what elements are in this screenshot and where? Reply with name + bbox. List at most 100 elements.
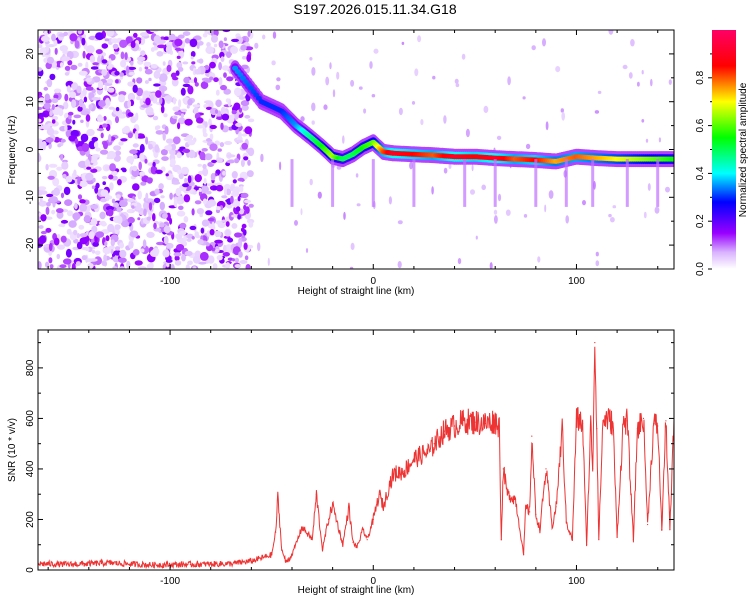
spectrogram-noise-blob [38,91,43,97]
snr-background [38,330,674,570]
spectrogram-noise-blob [244,126,253,135]
spectrogram-noise-blob [45,137,54,143]
spectrogram-noise-blob [206,42,211,48]
spectrogram-noise-blob [114,51,119,55]
spectrogram-noise-blob [65,175,73,183]
spectrogram-noise-blob [238,107,243,113]
spectrogram-noise-blob [64,72,70,76]
spectrogram-noise-blob [204,153,213,161]
spectrogram-noise-blob [127,112,134,117]
spectrogram-noise-blob [114,70,120,76]
spectrogram-noise-blob [130,40,136,49]
spectrogram-noise-blob [493,209,498,215]
spectrogram-noise-blob [560,108,564,113]
spectrogram-noise-blob [115,116,119,124]
spectrogram-noise-blob [193,77,198,84]
ridge-streak [371,159,375,207]
spectrogram-noise-blob [154,144,160,153]
figure-title: S197.2026.015.11.34.G18 [293,1,457,17]
spectrogram-noise-blob [162,249,170,258]
spectrogram-noise-blob [230,195,234,204]
snr-point [342,544,344,546]
spectrogram-noise-blob [177,169,182,175]
spectrogram-noise-blob [57,143,62,148]
spectrogram-noise-blob [105,205,115,211]
spectrogram-noise-blob [81,142,90,152]
spectrogram-noise-blob [176,61,183,69]
spectrogram-noise-blob [373,48,379,54]
spectrogram-noise-blob [88,258,98,262]
spectrogram-noise-blob [388,196,392,205]
snr-point [453,425,456,427]
spectrogram-noise-blob [92,177,96,183]
spectrogram-noise-blob [105,97,110,106]
spectrogram-noise-blob [121,168,127,173]
snr-point [332,503,334,505]
spectrogram-noise-blob [136,96,141,101]
spectrogram-noise-blob [38,106,43,111]
spectrogram-noise-blob [237,177,245,182]
spectrogram-noise-blob [194,200,202,205]
spectrogram-noise-blob [175,70,180,76]
spectrogram-noise-blob [171,78,179,87]
spectrogram-noise-blob [363,108,367,114]
spectrogram-noise-blob [238,96,245,100]
spectrogram-noise-blob [51,209,56,215]
spectrogram-noise-blob [120,138,128,142]
spectrogram-noise-blob [107,87,115,93]
spectrogram-noise-blob [127,66,137,70]
spectrogram-noise-blob [153,222,157,230]
spectrogram-noise-blob [174,255,180,261]
spectrogram-noise-blob [239,260,248,264]
spectrogram-noise-blob [91,185,96,189]
spectrogram-noise-blob [69,33,78,42]
snr-point [275,531,277,533]
snr-point [616,536,618,538]
spectrogram-noise-blob [101,59,108,64]
spectrogram-noise-blob [126,198,135,202]
spectrogram-noise-blob [187,85,194,95]
spectrogram-noise-blob [127,216,135,224]
spectrogram-noise-blob [294,220,298,226]
spectrogram-noise-blob [77,176,81,186]
spectrogram-noise-blob [329,62,332,70]
snr-point [531,435,533,437]
snr-x-tick-label: -100 [160,576,180,587]
spectrogram-noise-blob [90,204,99,210]
spectrogram-noise-blob [234,264,241,268]
spectrogram-noise-blob [177,34,185,39]
spectrogram-noise-blob [267,257,270,266]
spectrogram-noise-blob [88,104,93,111]
spectrogram-noise-blob [196,124,205,129]
spectrogram-noise-blob [215,157,223,163]
spectrogram-noise-blob [369,61,373,69]
spectrogram-noise-blob [72,212,81,221]
spectrogram-noise-blob [356,203,361,207]
spectrogram-noise-blob [79,199,86,204]
snr-point [393,473,395,475]
spectrogram-noise-blob [565,215,569,224]
spectrogram-noise-blob [221,219,227,223]
spectrogram-noise-blob [103,141,108,150]
spectrogram-noise-blob [199,251,209,261]
snr-point [506,493,508,495]
spectrogram-noise-blob [92,241,99,247]
spectrogram-noise-blob [95,32,104,40]
spectrogram-noise-blob [165,266,170,269]
spectrogram-noise-blob [215,220,223,225]
spectrogram-x-tick-label: 0 [370,276,376,287]
spectrogram-noise-blob [119,249,127,258]
spectrogram-noise [38,30,672,269]
spectrogram-noise-blob [196,43,200,49]
spectrogram-noise-blob [190,51,196,58]
spectrogram-noise-blob [95,182,100,189]
spectrogram-noise-blob [204,100,213,104]
snr-point [535,513,537,516]
spectrogram-noise-blob [240,44,247,51]
spectrogram-noise-blob [92,62,99,66]
spectrogram-noise-blob [139,32,149,37]
spectrogram-noise-blob [192,266,197,269]
spectrogram-noise-blob [163,36,170,41]
spectrogram-noise-blob [225,221,230,227]
spectrogram-noise-blob [135,112,139,121]
